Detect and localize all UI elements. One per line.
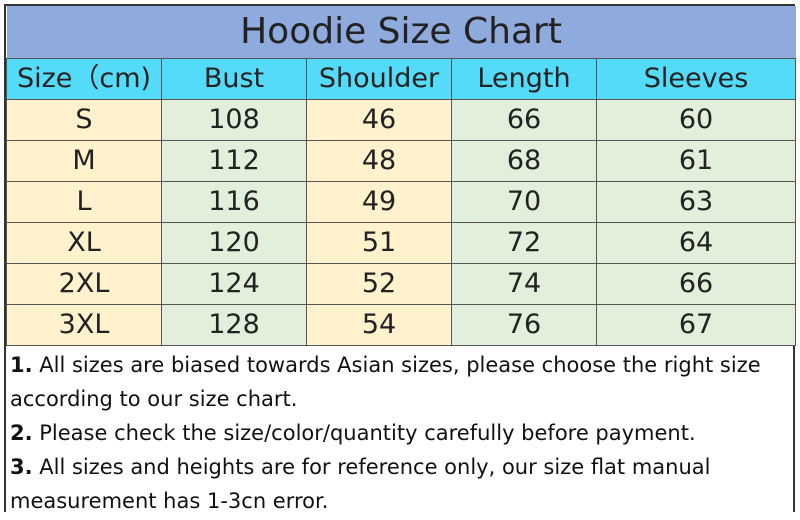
note-item: 3. All sizes and heights are for referen… [10,450,789,518]
note-number: 1. [10,353,33,377]
notes: 1. All sizes are biased towards Asian si… [6,346,793,520]
header-row: Size（cm) Bust Shoulder Length Sleeves [6,58,797,100]
table-cell: 67 [595,304,797,346]
table-cell: 66 [451,99,597,141]
table-cell: 74 [451,263,597,305]
size-table: Hoodie Size Chart Size（cm) Bust Shoulder Le… [6,6,797,346]
table-row: 3XL 128 54 76 67 [6,304,797,346]
chart-title: Hoodie Size Chart [6,6,796,59]
table-cell: 116 [161,181,307,223]
note-number: 2. [10,421,33,445]
table-cell: 64 [595,222,797,264]
table-cell: 61 [595,140,797,182]
table-row: L 116 49 70 63 [6,181,797,223]
table-cell: 60 [595,99,797,141]
column-header: Bust [161,58,307,100]
table-cell: 48 [306,140,452,182]
table-cell: 3XL [6,304,162,346]
table-cell: 76 [451,304,597,346]
note-item: 2. Please check the size/color/quantity … [10,416,789,450]
column-header: Size（cm) [6,58,162,100]
note-item: 1. All sizes are biased towards Asian si… [10,348,789,416]
table-cell: XL [6,222,162,264]
table-row: S 108 46 66 60 [6,99,797,141]
note-number: 3. [10,455,33,479]
table-cell: 52 [306,263,452,305]
note-text: All sizes are biased towards Asian sizes… [10,353,761,411]
table-cell: 63 [595,181,797,223]
table-cell: 54 [306,304,452,346]
column-header: Shoulder [306,58,452,100]
table-cell: 70 [451,181,597,223]
table-cell: 2XL [6,263,162,305]
table-row: 2XL 124 52 74 66 [6,263,797,305]
table-cell: 128 [161,304,307,346]
table-cell: 46 [306,99,452,141]
column-header: Sleeves [595,58,797,100]
note-text: All sizes and heights are for reference … [10,455,711,513]
table-cell: 124 [161,263,307,305]
table-cell: 108 [161,99,307,141]
table-cell: 72 [451,222,597,264]
table-cell: 68 [451,140,597,182]
table-row: XL 120 51 72 64 [6,222,797,264]
note-text: Please check the size/color/quantity car… [32,421,696,445]
size-chart: Hoodie Size Chart Size（cm) Bust Shoulder Le… [4,4,797,513]
table-cell: L [6,181,162,223]
table-cell: 112 [161,140,307,182]
column-header: Length [451,58,597,100]
table-cell: M [6,140,162,182]
table-cell: 120 [161,222,307,264]
table-cell: 49 [306,181,452,223]
table-cell: 51 [306,222,452,264]
table-cell: 66 [595,263,797,305]
table-cell: S [6,99,162,141]
table-row: M 112 48 68 61 [6,140,797,182]
